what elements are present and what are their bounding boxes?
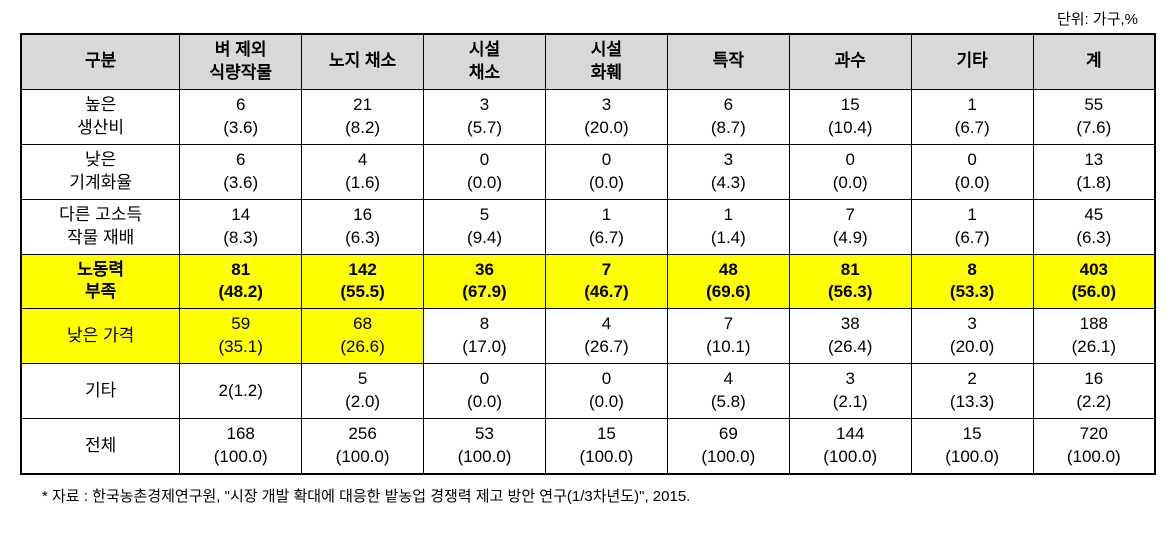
- row-label: 전체: [21, 419, 180, 474]
- data-cell: 7(10.1): [667, 309, 789, 364]
- data-cell: 188(26.1): [1033, 309, 1155, 364]
- data-cell: 15(10.4): [789, 89, 911, 144]
- data-cell: 3(20.0): [911, 309, 1033, 364]
- row-label: 다른 고소득작물 재배: [21, 199, 180, 254]
- row-label: 기타: [21, 364, 180, 419]
- data-cell: 5(9.4): [424, 199, 546, 254]
- table-row: 기타2(1.2)5(2.0)0(0.0)0(0.0)4(5.8)3(2.1)2(…: [21, 364, 1155, 419]
- data-cell: 720(100.0): [1033, 419, 1155, 474]
- column-header: 과수: [789, 34, 911, 89]
- data-cell: 6(8.7): [667, 89, 789, 144]
- data-cell: 16(2.2): [1033, 364, 1155, 419]
- data-cell: 4(1.6): [302, 144, 424, 199]
- data-cell: 4(26.7): [545, 309, 667, 364]
- data-cell: 21(8.2): [302, 89, 424, 144]
- data-cell: 3(20.0): [545, 89, 667, 144]
- data-cell: 81(56.3): [789, 254, 911, 309]
- data-cell: 13(1.8): [1033, 144, 1155, 199]
- data-cell: 256(100.0): [302, 419, 424, 474]
- data-cell: 7(46.7): [545, 254, 667, 309]
- data-cell: 6(3.6): [180, 144, 302, 199]
- data-cell: 3(2.1): [789, 364, 911, 419]
- data-cell: 403(56.0): [1033, 254, 1155, 309]
- data-cell: 0(0.0): [545, 364, 667, 419]
- table-row: 높은생산비6(3.6)21(8.2)3(5.7)3(20.0)6(8.7)15(…: [21, 89, 1155, 144]
- row-label: 노동력부족: [21, 254, 180, 309]
- column-header: 시설채소: [424, 34, 546, 89]
- data-cell: 45(6.3): [1033, 199, 1155, 254]
- data-cell: 16(6.3): [302, 199, 424, 254]
- data-cell: 0(0.0): [424, 364, 546, 419]
- table-row: 노동력부족81(48.2)142(55.5)36(67.9)7(46.7)48(…: [21, 254, 1155, 309]
- data-cell: 1(6.7): [545, 199, 667, 254]
- column-header: 계: [1033, 34, 1155, 89]
- data-cell: 168(100.0): [180, 419, 302, 474]
- data-cell: 38(26.4): [789, 309, 911, 364]
- data-cell: 2(13.3): [911, 364, 1033, 419]
- footnote: * 자료 : 한국농촌경제연구원, "시장 개발 확대에 대응한 밭농업 경쟁력…: [20, 485, 1156, 506]
- data-cell: 36(67.9): [424, 254, 546, 309]
- data-cell: 7(4.9): [789, 199, 911, 254]
- data-cell: 8(53.3): [911, 254, 1033, 309]
- table-row: 낮은 가격59(35.1)68(26.6)8(17.0)4(26.7)7(10.…: [21, 309, 1155, 364]
- data-cell: 4(5.8): [667, 364, 789, 419]
- row-label: 낮은 가격: [21, 309, 180, 364]
- data-cell: 1(6.7): [911, 199, 1033, 254]
- data-cell: 0(0.0): [545, 144, 667, 199]
- data-cell: 3(4.3): [667, 144, 789, 199]
- column-header: 특작: [667, 34, 789, 89]
- column-header: 기타: [911, 34, 1033, 89]
- data-cell: 8(17.0): [424, 309, 546, 364]
- unit-label: 단위: 가구,%: [20, 8, 1156, 29]
- data-cell: 1(1.4): [667, 199, 789, 254]
- column-header: 노지 채소: [302, 34, 424, 89]
- row-label: 높은생산비: [21, 89, 180, 144]
- data-cell: 6(3.6): [180, 89, 302, 144]
- data-cell: 5(2.0): [302, 364, 424, 419]
- data-cell: 1(6.7): [911, 89, 1033, 144]
- data-cell: 15(100.0): [545, 419, 667, 474]
- data-cell: 0(0.0): [789, 144, 911, 199]
- data-cell: 48(69.6): [667, 254, 789, 309]
- data-cell: 0(0.0): [424, 144, 546, 199]
- column-header: 벼 제외식량작물: [180, 34, 302, 89]
- column-header: 시설화훼: [545, 34, 667, 89]
- data-cell: 144(100.0): [789, 419, 911, 474]
- table-row: 다른 고소득작물 재배14(8.3)16(6.3)5(9.4)1(6.7)1(1…: [21, 199, 1155, 254]
- data-cell: 3(5.7): [424, 89, 546, 144]
- data-cell: 142(55.5): [302, 254, 424, 309]
- data-cell: 14(8.3): [180, 199, 302, 254]
- column-header: 구분: [21, 34, 180, 89]
- data-cell: 0(0.0): [911, 144, 1033, 199]
- data-table: 구분벼 제외식량작물노지 채소시설채소시설화훼특작과수기타계 높은생산비6(3.…: [20, 33, 1156, 475]
- data-cell: 59(35.1): [180, 309, 302, 364]
- data-cell: 2(1.2): [180, 364, 302, 419]
- data-cell: 55(7.6): [1033, 89, 1155, 144]
- row-label: 낮은기계화율: [21, 144, 180, 199]
- table-row: 전체168(100.0)256(100.0)53(100.0)15(100.0)…: [21, 419, 1155, 474]
- data-cell: 15(100.0): [911, 419, 1033, 474]
- data-cell: 81(48.2): [180, 254, 302, 309]
- data-cell: 68(26.6): [302, 309, 424, 364]
- data-cell: 53(100.0): [424, 419, 546, 474]
- data-cell: 69(100.0): [667, 419, 789, 474]
- table-row: 낮은기계화율6(3.6)4(1.6)0(0.0)0(0.0)3(4.3)0(0.…: [21, 144, 1155, 199]
